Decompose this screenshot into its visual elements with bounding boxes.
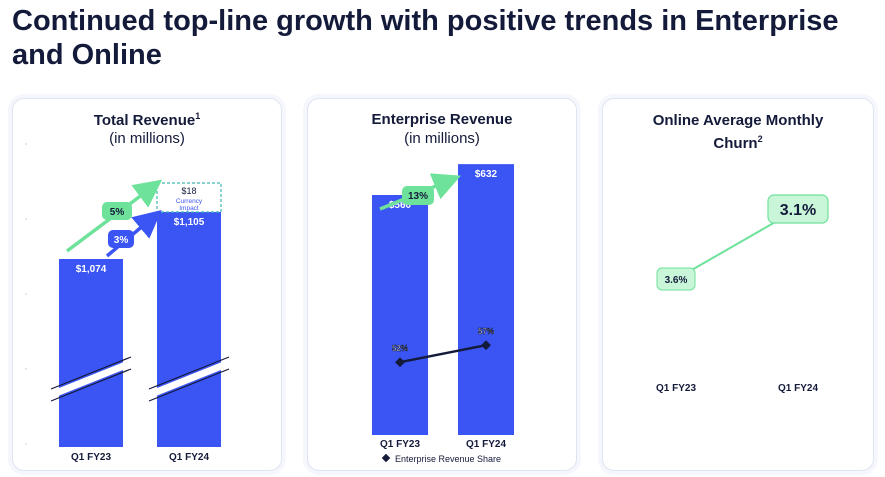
online-churn-title-text: Online Average Monthly Churn bbox=[652, 112, 824, 152]
share-point bbox=[481, 340, 491, 351]
enterprise-revenue-panel: Enterprise Revenue (in millions) $560 Q1 … bbox=[307, 98, 577, 471]
total-revenue-title-text: Total Revenue bbox=[93, 112, 196, 129]
bar-value-label: $1,105 bbox=[174, 217, 205, 228]
online-churn-chart: 3.6% 3.1% Q1 FY23 Q1 FY24 bbox=[656, 194, 829, 394]
bar-value-label: $560 bbox=[389, 200, 412, 211]
bar-value-label: $632 bbox=[475, 169, 498, 180]
axis-break-line-bottom bbox=[148, 368, 230, 402]
currency-impact-note: Currency Impact bbox=[176, 198, 203, 212]
enterprise-revenue-chart: $560 Q1 FY23 $632 Q1 FY24 52% 57% 13% bbox=[372, 164, 514, 450]
axis-break-line-top bbox=[148, 356, 230, 390]
enterprise-revenue-subtitle: (in millions) bbox=[404, 130, 480, 147]
axis-break-gap bbox=[49, 359, 133, 399]
x-tick-label: Q1 FY24 bbox=[778, 383, 818, 394]
share-line bbox=[399, 343, 487, 364]
total-revenue-footnote-mark: 1 bbox=[195, 111, 201, 121]
bar-q1-fy24 bbox=[157, 212, 221, 447]
currency-impact-segment bbox=[156, 182, 222, 213]
bar-q1-fy23 bbox=[372, 195, 428, 435]
x-tick-label: Q1 FY24 bbox=[169, 452, 209, 463]
growth-badge-green bbox=[402, 186, 434, 205]
x-tick-label: Q1 FY24 bbox=[466, 439, 506, 450]
share-label: 52% bbox=[392, 344, 408, 353]
share-label: 57% bbox=[478, 327, 494, 336]
x-tick-label: Q1 FY23 bbox=[656, 383, 696, 394]
online-churn-footnote-mark: 2 bbox=[757, 134, 763, 144]
total-revenue-panel: Total Revenue1 (in millions) $1,074 Q1 FY… bbox=[12, 98, 282, 471]
x-tick-label: Q1 FY23 bbox=[380, 439, 420, 450]
churn-bubble bbox=[767, 194, 829, 224]
total-revenue-title: Total Revenue1 bbox=[13, 111, 281, 129]
bar-value-label: $1,074 bbox=[76, 264, 107, 275]
growth-badge-green bbox=[102, 202, 132, 220]
bar-q1-fy24 bbox=[458, 164, 514, 435]
axis-break-line-bottom bbox=[50, 368, 132, 402]
enterprise-legend-label: Enterprise Revenue Share bbox=[394, 454, 502, 464]
online-churn-panel: Online Average Monthly Churn2 3.6% 3.1% Q1… bbox=[602, 98, 874, 471]
diamond-icon bbox=[381, 453, 391, 463]
axis-break-gap bbox=[147, 359, 231, 399]
growth-label-green: 13% bbox=[408, 191, 428, 202]
enterprise-revenue-title: Enterprise Revenue bbox=[371, 111, 513, 128]
churn-bubble bbox=[656, 267, 696, 291]
churn-value-label: 3.1% bbox=[780, 202, 816, 219]
online-churn-title: Online Average Monthly Churn2 bbox=[603, 111, 873, 153]
axis-break-line-top bbox=[50, 356, 132, 390]
growth-badge-blue bbox=[108, 230, 134, 248]
churn-value-label: 3.6% bbox=[665, 275, 688, 286]
headline: Continued top-line growth with positive … bbox=[12, 5, 839, 71]
growth-label-green: 5% bbox=[110, 207, 125, 218]
x-tick-label: Q1 FY23 bbox=[71, 452, 111, 463]
total-revenue-subtitle: (in millions) bbox=[109, 130, 185, 147]
enterprise-legend: Enterprise Revenue Share bbox=[308, 453, 576, 464]
bar-q1-fy23 bbox=[59, 259, 123, 447]
total-revenue-chart: $1,074 Q1 FY23 $1,105 Q1 FY24 $18 Currency Imp… bbox=[25, 143, 231, 463]
currency-impact-value: $18 bbox=[181, 186, 196, 196]
growth-label-blue: 3% bbox=[114, 235, 129, 246]
